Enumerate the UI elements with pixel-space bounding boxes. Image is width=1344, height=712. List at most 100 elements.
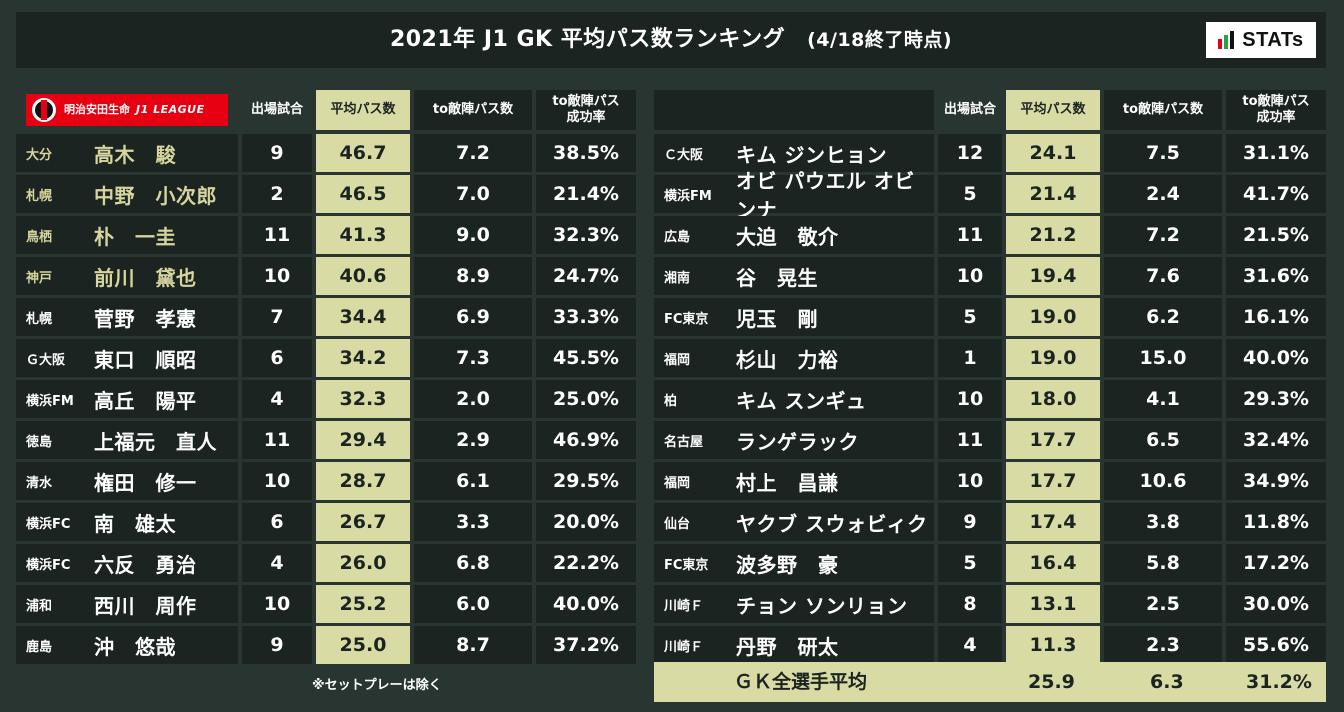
avg-pass-value: 34.4 — [316, 298, 410, 336]
to-opp-rate-value: 25.0% — [536, 380, 636, 418]
table-row: 湘南谷 晃生 10 19.4 7.6 31.6% — [654, 257, 1326, 295]
header-to-opp-pass: to敵陣パス数 — [1104, 90, 1222, 130]
apps-value: 12 — [938, 134, 1002, 172]
avg-pass-value: 25.2 — [316, 585, 410, 623]
avg-pass-value: 34.2 — [316, 339, 410, 377]
to-opp-rate-value: 17.2% — [1226, 544, 1326, 582]
apps-value: 6 — [242, 503, 312, 541]
average-to-opp-pass: 6.3 — [1150, 671, 1184, 693]
avg-pass-value: 21.2 — [1006, 216, 1100, 254]
apps-value: 9 — [242, 626, 312, 664]
to-opp-rate-value: 45.5% — [536, 339, 636, 377]
avg-pass-value: 25.0 — [316, 626, 410, 664]
to-opp-pass-value: 2.9 — [414, 421, 532, 459]
avg-pass-value: 17.7 — [1006, 421, 1100, 459]
club-name: 横浜FC — [16, 544, 82, 582]
to-opp-rate-value: 55.6% — [1226, 626, 1326, 664]
table-row: FC東京 児玉 剛 5 19.0 6.2 16.1% — [654, 298, 1326, 336]
club-name: 湘南 — [654, 257, 724, 295]
to-opp-pass-value: 4.1 — [1104, 380, 1222, 418]
player-name: 沖 悠哉 — [82, 626, 238, 664]
to-opp-pass-value: 9.0 — [414, 216, 532, 254]
club-name: 名古屋 — [654, 421, 724, 459]
table-row: 神戸 前川 黛也 10 40.6 8.9 24.7% — [16, 257, 636, 295]
table-row: 札幌 菅野 孝憲 7 34.4 6.9 33.3% — [16, 298, 636, 336]
table-row: 徳島 上福元 直人 11 29.4 2.9 46.9% — [16, 421, 636, 459]
club-name: 神戸 — [16, 257, 82, 295]
header-apps: 出場試合 — [943, 102, 996, 117]
to-opp-rate-value: 16.1% — [1226, 298, 1326, 336]
apps-value: 10 — [938, 462, 1002, 500]
player-name: 波多野 豪 — [724, 544, 934, 582]
apps-value: 10 — [938, 257, 1002, 295]
avg-pass-value: 19.4 — [1006, 257, 1100, 295]
avg-pass-value: 18.0 — [1006, 380, 1100, 418]
header-avg-pass: 平均パス数 — [316, 90, 410, 130]
to-opp-pass-value: 7.5 — [1104, 134, 1222, 172]
table-row: 札幌 中野 小次郎 2 46.5 7.0 21.4% — [16, 175, 636, 213]
avg-pass-value: 16.4 — [1006, 544, 1100, 582]
to-opp-rate-value: 20.0% — [536, 503, 636, 541]
player-name: 谷 晃生 — [724, 257, 934, 295]
avg-pass-value: 21.4 — [1006, 175, 1100, 213]
avg-pass-value: 19.0 — [1006, 298, 1100, 336]
footnote: ※セットプレーは除く — [312, 678, 442, 693]
player-name: 東口 順昭 — [82, 339, 238, 377]
to-opp-pass-value: 6.1 — [414, 462, 532, 500]
club-name: 鹿島 — [16, 626, 82, 664]
player-name: オビ パウエル オビンナ — [724, 169, 934, 222]
to-opp-pass-value: 15.0 — [1104, 339, 1222, 377]
apps-value: 11 — [938, 421, 1002, 459]
player-name: 高木 駿 — [82, 134, 238, 172]
avg-pass-value: 17.4 — [1006, 503, 1100, 541]
avg-pass-value: 32.3 — [316, 380, 410, 418]
to-opp-rate-value: 33.3% — [536, 298, 636, 336]
player-name: 朴 一圭 — [82, 216, 238, 254]
to-opp-pass-value: 2.3 — [1104, 626, 1222, 664]
table-row: 広島 大迫 敬介 11 21.2 7.2 21.5% — [654, 216, 1326, 254]
club-name: 徳島 — [16, 421, 82, 459]
club-name: 柏 — [654, 380, 724, 418]
apps-value: 1 — [938, 339, 1002, 377]
apps-value: 11 — [242, 421, 312, 459]
to-opp-pass-value: 3.8 — [1104, 503, 1222, 541]
to-opp-pass-value: 2.0 — [414, 380, 532, 418]
jleague-logo-jp: 明治安田生命 — [64, 103, 130, 116]
table-row: Ｇ大阪 東口 順昭 6 34.2 7.3 45.5% — [16, 339, 636, 377]
to-opp-rate-value: 32.3% — [536, 216, 636, 254]
club-name: 横浜FC — [16, 503, 82, 541]
average-avg-pass: 25.9 — [1028, 671, 1075, 693]
club-name: FC東京 — [654, 544, 724, 582]
jleague-logo-en: J1 LEAGUE — [136, 103, 205, 116]
to-opp-rate-value: 21.4% — [536, 175, 636, 213]
club-name: 仙台 — [654, 503, 724, 541]
header-to-opp-rate-line2: 成功率 — [566, 110, 606, 125]
player-name: 上福元 直人 — [82, 421, 238, 459]
to-opp-rate-value: 40.0% — [1226, 339, 1326, 377]
club-name: Ｃ大阪 — [654, 134, 724, 172]
header-to-opp-rate-line2: 成功率 — [1256, 110, 1296, 125]
to-opp-rate-value: 22.2% — [536, 544, 636, 582]
apps-value: 5 — [938, 175, 1002, 213]
to-opp-pass-value: 6.2 — [1104, 298, 1222, 336]
club-name: 鳥栖 — [16, 216, 82, 254]
table-row: 浦和 西川 周作 10 25.2 6.0 40.0% — [16, 585, 636, 623]
to-opp-rate-value: 34.9% — [1226, 462, 1326, 500]
avg-pass-value: 46.7 — [316, 134, 410, 172]
avg-pass-value: 26.0 — [316, 544, 410, 582]
table-row: 横浜FM 高丘 陽平 4 32.3 2.0 25.0% — [16, 380, 636, 418]
jleague-emblem-icon — [32, 98, 56, 122]
player-name: 杉山 力裕 — [724, 339, 934, 377]
to-opp-rate-value: 40.0% — [536, 585, 636, 623]
to-opp-pass-value: 5.8 — [1104, 544, 1222, 582]
to-opp-pass-value: 7.0 — [414, 175, 532, 213]
title-bar: 2021年 J1 GK 平均パス数ランキング (4/18終了時点) — [16, 12, 1326, 68]
apps-value: 2 — [242, 175, 312, 213]
player-name: 権田 修一 — [82, 462, 238, 500]
page-title-date: (4/18終了時点) — [807, 29, 953, 51]
club-name: 川崎Ｆ — [654, 626, 724, 664]
club-name: 清水 — [16, 462, 82, 500]
player-name: キム スンギュ — [724, 380, 934, 418]
ranking-table-right: 出場試合 平均パス数 to敵陣パス数 to敵陣パス 成功率 Ｃ大阪 キム ジンヒョ… — [654, 90, 1326, 664]
player-name: ヤクブ スウォビィク — [724, 503, 934, 541]
